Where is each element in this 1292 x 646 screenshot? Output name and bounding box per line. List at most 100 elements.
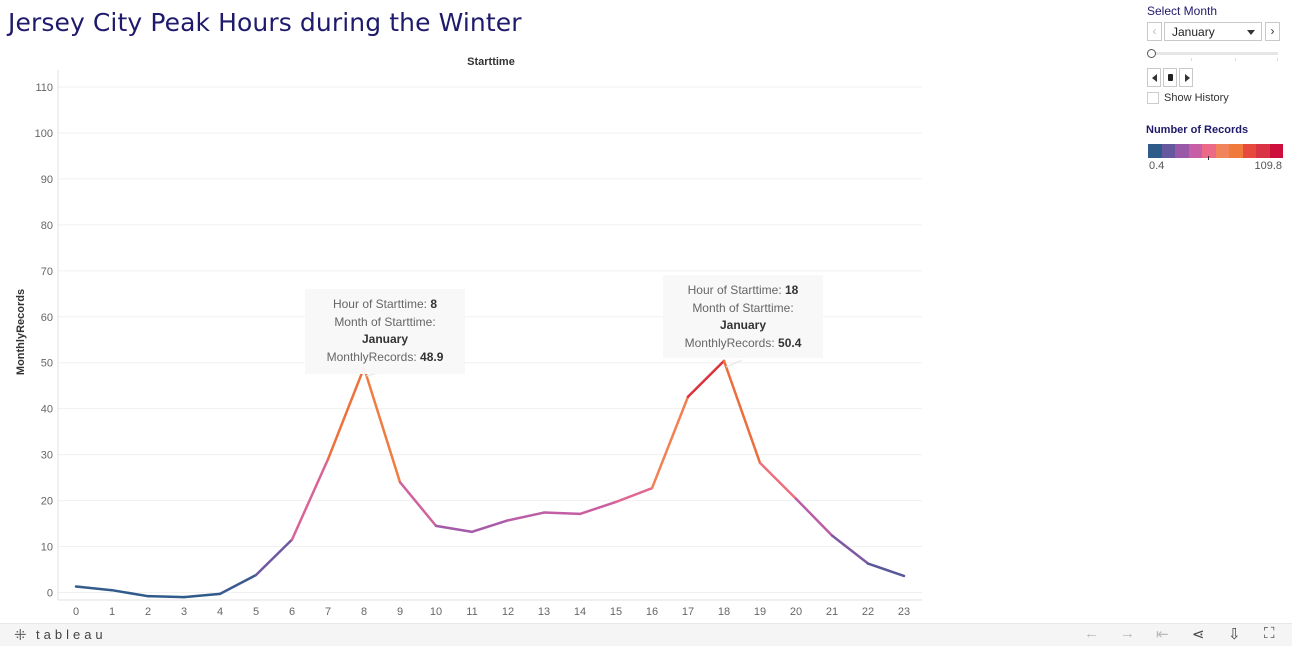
tooltip-hour-value: 18	[785, 283, 799, 297]
legend-swatch	[1175, 144, 1189, 158]
tooltip-pointer	[725, 359, 743, 368]
x-tick-label: 15	[610, 606, 622, 618]
line-segment	[758, 461, 798, 501]
legend-marker	[1208, 156, 1209, 160]
x-tick-label: 7	[325, 606, 331, 618]
color-legend-bar	[1148, 144, 1283, 158]
undo-icon[interactable]: ←	[1084, 625, 1099, 642]
x-tick-label: 12	[502, 606, 514, 618]
dashboard-title: Jersey City Peak Hours during the Winter	[8, 8, 522, 37]
tooltip-month-value: January	[361, 332, 409, 346]
legend-swatch	[1229, 144, 1243, 158]
legend-swatch	[1148, 144, 1162, 158]
line-segment	[74, 585, 114, 592]
tooltip-hour-8: Hour of Starttime: 8 Month of Starttime:…	[305, 289, 465, 374]
legend-swatch	[1161, 144, 1175, 158]
x-tick-label: 17	[682, 606, 694, 618]
legend-swatch	[1269, 144, 1283, 158]
download-icon[interactable]: ⇩	[1228, 626, 1241, 643]
x-tick-label: 4	[217, 606, 223, 618]
y-axis-title: MonthlyRecords	[15, 289, 27, 375]
x-tick-label: 23	[898, 606, 910, 618]
legend-swatch	[1242, 144, 1256, 158]
play-forward-icon	[1185, 74, 1190, 82]
y-tick-label: 60	[41, 312, 53, 324]
legend-swatch	[1188, 144, 1202, 158]
line-segment	[290, 457, 330, 541]
play-forward-button[interactable]	[1179, 68, 1193, 87]
prev-month-button[interactable]: ‹	[1147, 22, 1162, 41]
redo-icon[interactable]: →	[1120, 625, 1135, 642]
line-segment	[470, 519, 510, 534]
x-tick-label: 3	[181, 606, 187, 618]
fullscreen-icon[interactable]: ⛶	[1264, 625, 1275, 642]
tooltip-hour-value: 8	[430, 297, 438, 311]
tableau-brand[interactable]: tableau	[36, 627, 107, 642]
x-tick-label: 5	[253, 606, 259, 618]
bottom-toolbar: ⁜ tableau ← → ⇤ ⋖ ⇩ ⛶	[0, 623, 1292, 646]
y-tick-label: 30	[41, 450, 53, 462]
slider-tick	[1277, 58, 1278, 61]
line-segment	[578, 500, 618, 516]
show-history-checkbox[interactable]	[1147, 92, 1159, 104]
line-segment	[110, 588, 150, 598]
x-axis-title: Starttime	[467, 56, 515, 68]
tooltip-month-value: January	[719, 318, 767, 332]
y-tick-label: 40	[41, 404, 53, 416]
tooltip-records-value: 48.9	[420, 349, 444, 364]
line-segment	[506, 511, 546, 522]
tableau-logo-icon: ⁜	[14, 627, 27, 644]
legend-swatch	[1256, 144, 1270, 158]
y-tick-label: 0	[47, 588, 53, 600]
x-tick-label: 8	[361, 606, 367, 618]
line-segment	[254, 538, 294, 577]
line-segment	[722, 359, 762, 465]
line-segment	[866, 562, 906, 578]
y-tick-label: 90	[41, 174, 53, 186]
x-tick-label: 21	[826, 606, 838, 618]
line-segment	[830, 534, 870, 565]
tooltip-month-label: Month of Starttime:	[334, 314, 436, 329]
line-segment	[434, 524, 474, 534]
x-tick-label: 20	[790, 606, 802, 618]
x-tick-label: 6	[289, 606, 295, 618]
play-backward-button[interactable]	[1147, 68, 1161, 87]
line-segment	[182, 592, 222, 599]
y-tick-label: 100	[35, 128, 53, 140]
month-dropdown[interactable]: January	[1164, 22, 1262, 41]
legend-swatch	[1215, 144, 1229, 158]
tooltip-records-label: MonthlyRecords:	[326, 349, 417, 364]
revert-icon[interactable]: ⇤	[1156, 626, 1169, 643]
x-tick-label: 19	[754, 606, 766, 618]
slider-tick	[1235, 58, 1236, 61]
tooltip-hour-label: Hour of Starttime:	[687, 283, 782, 297]
line-segment	[362, 366, 402, 484]
month-slider-track[interactable]	[1154, 52, 1278, 55]
share-icon[interactable]: ⋖	[1192, 626, 1205, 643]
x-tick-label: 22	[862, 606, 874, 618]
legend-max-value: 109.8	[1254, 160, 1282, 172]
legend-min-value: 0.4	[1149, 160, 1165, 172]
month-dropdown-value: January	[1172, 25, 1215, 39]
chevron-down-icon	[1247, 30, 1255, 35]
x-tick-label: 2	[145, 606, 151, 618]
x-tick-label: 1	[109, 606, 115, 618]
play-backward-icon	[1152, 74, 1157, 82]
show-history-label: Show History	[1164, 92, 1229, 104]
legend-title: Number of Records	[1146, 124, 1249, 136]
line-segment	[614, 486, 654, 504]
next-month-button[interactable]: ›	[1265, 22, 1280, 41]
stop-button[interactable]	[1163, 68, 1177, 87]
line-segment	[794, 497, 834, 537]
x-tick-label: 14	[574, 606, 586, 618]
x-tick-label: 16	[646, 606, 658, 618]
line-segment	[218, 573, 258, 596]
month-slider-thumb[interactable]	[1147, 49, 1156, 58]
tooltip-month-label: Month of Starttime:	[692, 300, 794, 315]
y-tick-label: 20	[41, 496, 53, 508]
legend-swatch	[1202, 144, 1216, 158]
line-segment	[542, 511, 582, 516]
y-tick-label: 80	[41, 220, 53, 232]
y-tick-label: 50	[41, 358, 53, 370]
tooltip-hour-label: Hour of Starttime:	[332, 297, 427, 311]
